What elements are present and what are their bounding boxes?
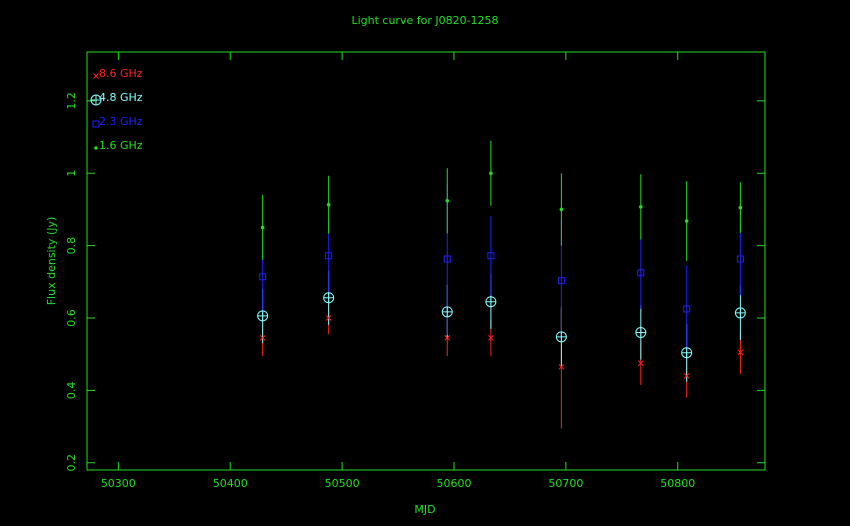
marker-part [489, 171, 493, 176]
x-tick-label: 50300 [101, 477, 136, 490]
marker-part [681, 347, 692, 358]
marker-part [260, 225, 265, 230]
marker-part [637, 360, 644, 367]
marker [681, 347, 693, 359]
marker-part [325, 315, 332, 321]
marker-part [94, 146, 98, 150]
marker [635, 326, 647, 338]
marker [558, 364, 565, 370]
marker-part [639, 205, 643, 209]
marker [737, 349, 744, 356]
marker [489, 171, 493, 176]
marker-part [325, 252, 333, 260]
marker-part [444, 335, 451, 341]
marker [444, 335, 451, 341]
marker-part [259, 335, 266, 341]
marker-part [637, 269, 645, 277]
legend-label: 1.6 GHz [99, 139, 143, 152]
marker [559, 207, 564, 212]
marker [637, 360, 644, 367]
marker-part [558, 364, 565, 370]
marker [257, 310, 269, 322]
marker [734, 307, 746, 319]
marker-part [556, 331, 567, 342]
marker-part [559, 207, 564, 212]
marker [325, 252, 333, 260]
marker [637, 269, 645, 277]
legend-label: 8.6 GHz [99, 67, 143, 80]
marker [90, 94, 102, 106]
marker-part [91, 95, 101, 105]
x-tick-label: 50600 [436, 477, 471, 490]
y-tick-label: 0.2 [65, 454, 78, 472]
y-axis-label: Flux density (Jy) [45, 217, 58, 306]
plot-frame [86, 51, 766, 471]
marker [736, 255, 744, 263]
marker-part [488, 335, 494, 341]
marker-part [92, 120, 100, 128]
marker [259, 335, 266, 341]
x-tick-label: 50500 [325, 477, 360, 490]
marker [92, 120, 100, 128]
marker [683, 305, 691, 313]
marker [684, 219, 689, 223]
chart-title: Light curve for J0820-1258 [351, 14, 498, 27]
marker [325, 315, 332, 321]
y-tick-label: 1 [65, 170, 78, 177]
marker-part [326, 202, 331, 207]
marker [555, 331, 567, 343]
marker [441, 306, 453, 318]
marker-part [635, 327, 646, 338]
marker [94, 146, 98, 150]
marker [260, 225, 265, 230]
marker-part [683, 373, 690, 379]
marker [488, 335, 494, 341]
marker-part [93, 73, 99, 79]
marker-part [684, 219, 689, 223]
legend-label: 2.3 GHz [99, 115, 143, 128]
marker-part [487, 252, 495, 260]
marker-part [735, 307, 746, 318]
marker [557, 277, 565, 285]
y-tick-label: 0.8 [65, 237, 78, 255]
y-tick-label: 0.6 [65, 309, 78, 327]
y-tick-label: 1.2 [65, 92, 78, 110]
marker-part [445, 198, 450, 203]
marker-part [737, 349, 744, 356]
marker [683, 373, 690, 379]
marker [93, 73, 99, 79]
marker [323, 292, 335, 304]
legend-label: 4.8 GHz [99, 91, 143, 104]
marker [487, 252, 495, 260]
marker [738, 205, 743, 210]
y-tick-label: 0.4 [65, 382, 78, 400]
x-tick-label: 50400 [213, 477, 248, 490]
x-tick-label: 50700 [548, 477, 583, 490]
marker-part [443, 255, 451, 263]
marker-part [683, 305, 691, 313]
marker-part [736, 255, 744, 263]
marker [639, 205, 643, 209]
marker-part [738, 205, 743, 210]
marker [443, 255, 451, 263]
marker-part [257, 310, 268, 321]
marker [326, 202, 331, 207]
marker [485, 296, 497, 308]
marker-part [485, 296, 496, 307]
x-axis-label: MJD [414, 503, 435, 516]
marker-part [442, 306, 453, 317]
marker-part [259, 273, 267, 281]
marker [445, 198, 450, 203]
x-tick-label: 50800 [660, 477, 695, 490]
marker-part [323, 292, 334, 303]
marker-part [557, 277, 565, 285]
marker [259, 273, 267, 281]
